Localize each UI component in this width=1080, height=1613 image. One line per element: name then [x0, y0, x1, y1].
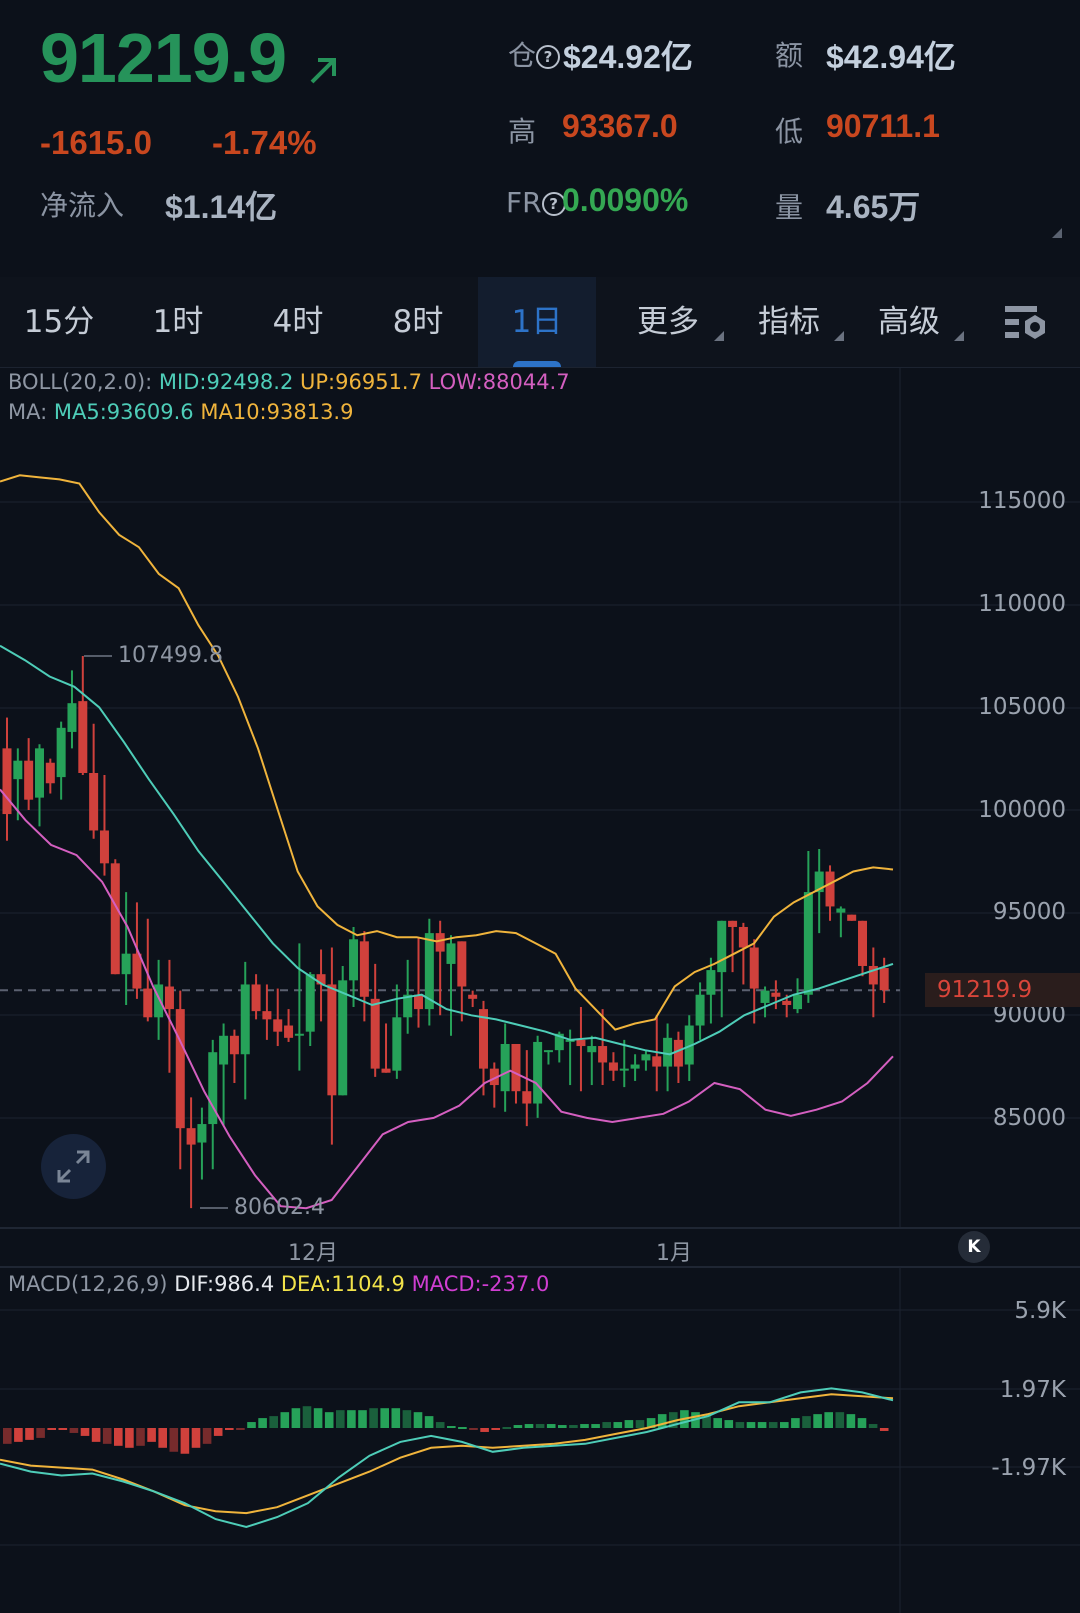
high-value: 93367.0 — [562, 108, 678, 144]
volume-label: 量 — [775, 191, 804, 224]
funding-rate-label: FR? — [506, 186, 566, 219]
dropdown-caret-icon — [954, 331, 964, 341]
net-inflow-label: 净流入 — [40, 189, 125, 222]
arrow-up-right-icon — [310, 58, 336, 84]
macd-dea: DEA:1104.9 — [280, 1272, 405, 1296]
tab-1d[interactable]: 1日 — [478, 277, 596, 367]
tab-advanced[interactable]: 高级 — [850, 277, 968, 367]
low-label: 低 — [775, 115, 804, 148]
ma10-value: MA10:93813.9 — [200, 400, 354, 424]
tab-8h[interactable]: 8时 — [392, 304, 444, 340]
price-axis-label: 110000 — [978, 591, 1066, 617]
macd-axis-label: 5.9K — [1014, 1298, 1066, 1324]
macd-label: MACD(12,26,9) — [8, 1272, 168, 1296]
help-icon[interactable]: ? — [541, 192, 566, 216]
tab-15m[interactable]: 15分 — [23, 304, 95, 340]
price-change: -1615.0 — [40, 124, 152, 161]
open-interest-label: 仓? — [508, 34, 561, 74]
macd-axis-label: -1.97K — [991, 1455, 1066, 1481]
macd-dif: DIF:986.4 — [174, 1272, 275, 1296]
fullscreen-button[interactable] — [41, 1134, 106, 1199]
boll-mid: MID:92498.2 — [158, 370, 294, 394]
macd-value: MACD:-237.0 — [411, 1272, 550, 1296]
open-interest-value: $24.92亿 — [563, 39, 693, 75]
boll-legend: BOLL(20,2.0): MID:92498.2 UP:96951.7 LOW… — [8, 370, 570, 394]
turnover-value: $42.94亿 — [826, 39, 956, 75]
ma-legend: MA: MA5:93609.6 MA10:93813.9 — [8, 400, 353, 424]
price-change-percent: -1.74% — [212, 124, 317, 161]
boll-label: BOLL(20,2.0): — [8, 370, 153, 394]
expand-arrows-icon — [57, 1150, 90, 1183]
tab-more[interactable]: 更多 — [606, 277, 730, 367]
price-axis-label: 115000 — [978, 488, 1066, 514]
price-axis-label: 85000 — [992, 1105, 1066, 1131]
expand-corner-icon[interactable] — [1052, 228, 1062, 238]
funding-rate-value: 0.0090% — [562, 182, 689, 218]
ticker-header: 91219.9 -1615.0 -1.74% 净流入 $1.14亿 仓? $24… — [0, 0, 1080, 270]
ma5-value: MA5:93609.6 — [53, 400, 194, 424]
net-inflow-value: $1.14亿 — [165, 189, 278, 225]
dropdown-caret-icon — [714, 331, 724, 341]
boll-up: UP:96951.7 — [300, 370, 422, 394]
high-label: 高 — [508, 115, 537, 148]
time-axis-label: 1月 — [656, 1241, 692, 1266]
low-marker-label: 80602.4 — [234, 1195, 325, 1220]
chart-settings-icon[interactable] — [1005, 304, 1049, 344]
last-price: 91219.9 — [40, 19, 287, 97]
tab-indicators[interactable]: 指标 — [730, 277, 848, 367]
price-axis-label: 95000 — [992, 899, 1066, 925]
low-value: 90711.1 — [826, 108, 940, 144]
time-axis-label: 12月 — [288, 1241, 338, 1266]
price-axis-label: 105000 — [978, 694, 1066, 720]
macd-axis-label: 1.97K — [999, 1377, 1066, 1403]
price-axis-label: 100000 — [978, 797, 1066, 823]
boll-low: LOW:88044.7 — [428, 370, 570, 394]
current-price-tag: 91219.9 — [925, 973, 1080, 1007]
turnover-label: 额 — [775, 39, 804, 72]
help-icon[interactable]: ? — [536, 45, 561, 69]
tab-1h[interactable]: 1时 — [152, 304, 204, 340]
interval-tabs: 15分 1时 4时 8时 1日 更多 指标 高级 — [0, 277, 1080, 368]
active-tab-indicator — [513, 361, 561, 367]
high-marker-label: 107499.8 — [118, 643, 223, 668]
macd-legend: MACD(12,26,9) DIF:986.4 DEA:1104.9 MACD:… — [8, 1272, 549, 1296]
volume-value: 4.65万 — [826, 189, 921, 225]
jump-to-latest-button[interactable]: K — [958, 1231, 990, 1263]
ma-label: MA: — [8, 400, 48, 424]
tab-4h[interactable]: 4时 — [272, 304, 324, 340]
dropdown-caret-icon — [834, 331, 844, 341]
